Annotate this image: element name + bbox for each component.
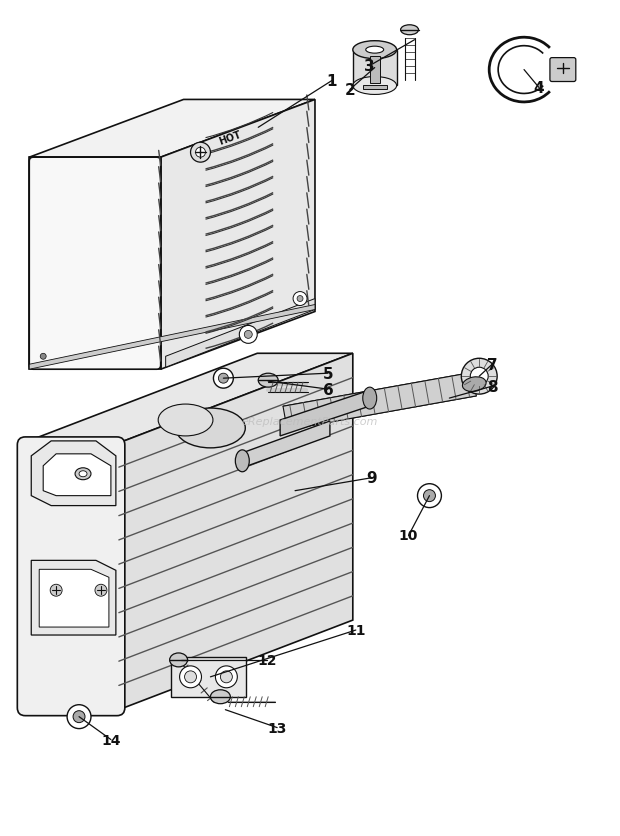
Text: 14: 14 (101, 732, 121, 747)
Polygon shape (31, 561, 116, 635)
Text: 3: 3 (365, 59, 375, 74)
Ellipse shape (236, 451, 249, 472)
Text: 4: 4 (534, 81, 544, 96)
Polygon shape (119, 354, 353, 710)
Polygon shape (170, 657, 246, 697)
Circle shape (244, 331, 252, 339)
Text: 2: 2 (345, 83, 355, 98)
Circle shape (50, 584, 62, 596)
Circle shape (293, 293, 307, 306)
FancyBboxPatch shape (550, 59, 576, 83)
Circle shape (185, 671, 197, 683)
Text: 10: 10 (399, 529, 419, 543)
Ellipse shape (170, 653, 188, 667)
Polygon shape (43, 454, 111, 496)
Circle shape (190, 143, 210, 163)
Circle shape (67, 705, 91, 729)
Ellipse shape (79, 472, 87, 477)
Ellipse shape (175, 409, 246, 448)
Ellipse shape (353, 78, 397, 95)
Polygon shape (166, 299, 315, 368)
Text: 1: 1 (327, 74, 337, 89)
Circle shape (220, 671, 232, 683)
Circle shape (215, 666, 237, 688)
Circle shape (297, 296, 303, 302)
Polygon shape (24, 354, 353, 443)
Text: 12: 12 (257, 653, 277, 667)
Circle shape (73, 711, 85, 723)
Text: 11: 11 (346, 624, 366, 637)
Circle shape (417, 484, 441, 508)
Circle shape (218, 374, 228, 384)
Text: HOT: HOT (218, 130, 243, 147)
Polygon shape (370, 57, 379, 84)
Polygon shape (353, 51, 397, 86)
FancyBboxPatch shape (17, 437, 125, 716)
Polygon shape (29, 305, 315, 370)
Polygon shape (363, 86, 387, 90)
Polygon shape (29, 100, 315, 158)
Circle shape (471, 368, 488, 385)
Ellipse shape (463, 377, 486, 392)
Circle shape (461, 359, 497, 395)
FancyBboxPatch shape (29, 158, 161, 370)
Ellipse shape (363, 388, 377, 410)
Text: 8: 8 (487, 380, 497, 394)
Polygon shape (24, 443, 119, 710)
Text: 13: 13 (267, 721, 287, 735)
Circle shape (423, 490, 435, 502)
Polygon shape (283, 373, 476, 431)
Polygon shape (39, 569, 109, 627)
Ellipse shape (210, 690, 231, 704)
Polygon shape (242, 421, 330, 468)
Text: eReplacementParts.com: eReplacementParts.com (242, 416, 378, 426)
Circle shape (180, 666, 202, 688)
Polygon shape (280, 390, 370, 436)
Circle shape (95, 584, 107, 596)
Circle shape (213, 369, 233, 389)
Ellipse shape (75, 468, 91, 480)
Text: 7: 7 (487, 357, 497, 372)
Ellipse shape (401, 26, 419, 36)
Ellipse shape (259, 374, 278, 388)
Ellipse shape (353, 42, 397, 59)
Ellipse shape (158, 405, 213, 436)
Text: 6: 6 (322, 382, 334, 397)
Polygon shape (161, 100, 315, 370)
Polygon shape (31, 441, 116, 506)
Circle shape (195, 148, 205, 158)
Circle shape (40, 354, 46, 359)
Circle shape (239, 326, 257, 344)
Text: 5: 5 (322, 366, 333, 381)
Text: 9: 9 (366, 471, 377, 486)
Ellipse shape (366, 47, 384, 54)
